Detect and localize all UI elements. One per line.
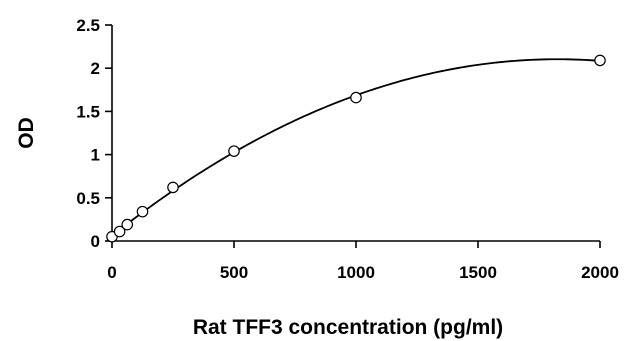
x-tick-label: 1500 <box>459 263 497 282</box>
data-point <box>167 181 179 194</box>
data-point <box>594 54 606 67</box>
data-point <box>113 225 126 238</box>
y-tick-label: 2.5 <box>76 16 100 35</box>
y-axis-title: OD <box>15 117 38 149</box>
data-point <box>228 145 240 157</box>
data-point <box>350 91 362 104</box>
y-tick-label: 1 <box>91 146 100 165</box>
y-tick-label: 0.5 <box>76 189 100 208</box>
y-axis-ticks: 0 0.5 1 1.5 2 2.5 <box>76 16 112 251</box>
data-point <box>136 205 149 218</box>
x-axis-ticks: 0 500 1000 1500 2000 <box>107 241 619 282</box>
fit-curve-line <box>111 58 601 237</box>
x-tick-label: 1000 <box>337 263 375 282</box>
x-tick-label: 0 <box>107 263 116 282</box>
x-axis-title: Rat TFF3 concentration (pg/ml) <box>193 316 503 339</box>
data-points <box>106 54 606 243</box>
data-point <box>121 218 134 231</box>
axes <box>111 25 600 242</box>
y-tick-label: 1.5 <box>76 102 100 121</box>
x-tick-label: 500 <box>220 263 248 282</box>
x-tick-label: 2000 <box>581 263 619 282</box>
y-tick-label: 2 <box>91 59 100 78</box>
y-tick-label: 0 <box>91 232 100 251</box>
